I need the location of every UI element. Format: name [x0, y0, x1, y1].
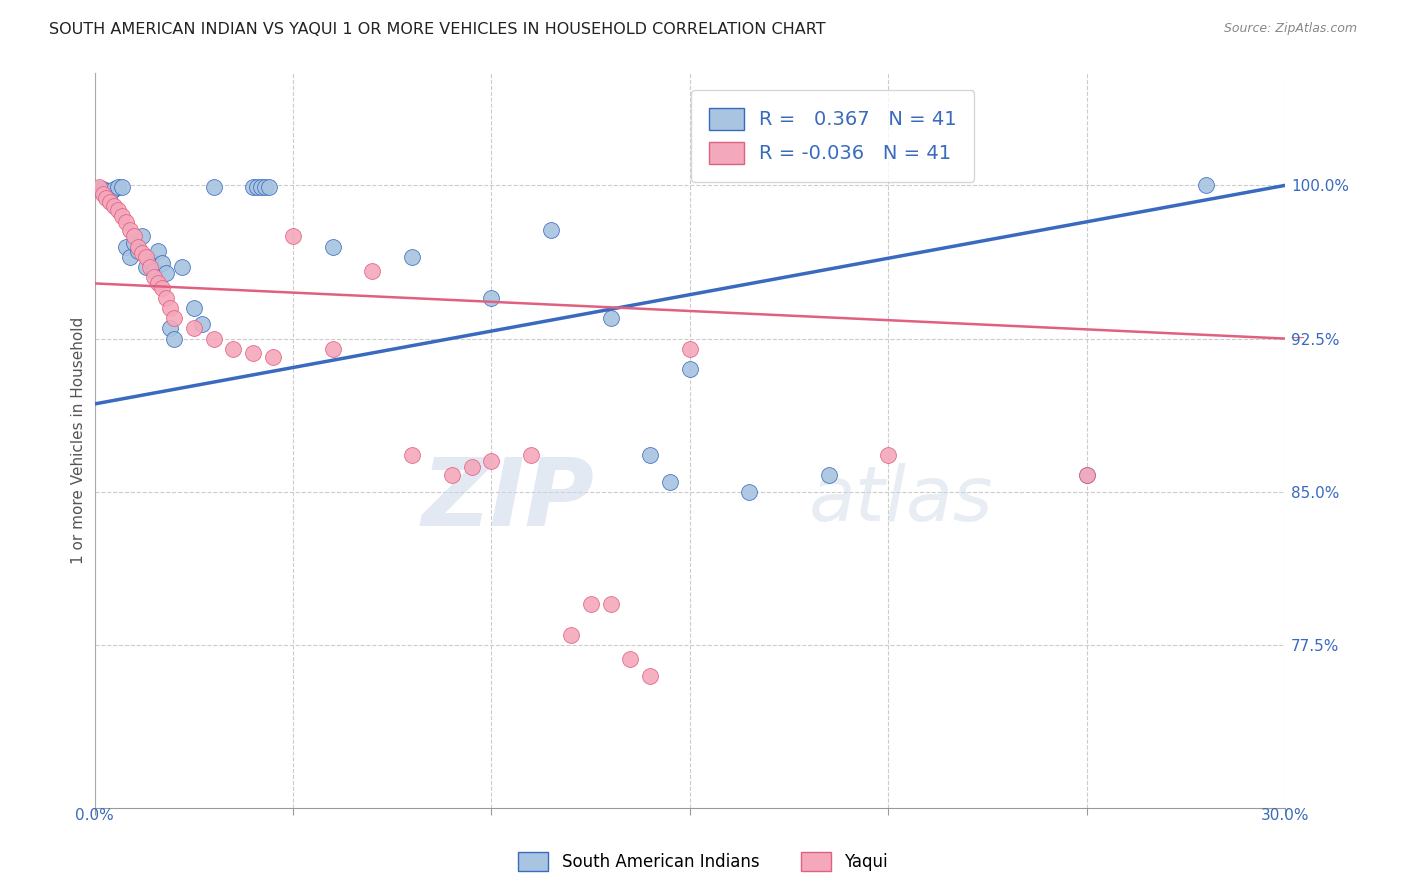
Point: [159, 301, 181, 315]
Point: [460, 460, 482, 475]
Point: [159, 321, 181, 335]
Legend: South American Indians, Yaqui: South American Indians, Yaqui: [510, 843, 896, 880]
Point: [87, 182, 110, 196]
Point: [679, 342, 702, 356]
Point: [540, 223, 562, 237]
Point: [127, 244, 149, 258]
Point: [440, 468, 463, 483]
Point: [143, 264, 166, 278]
Point: [150, 256, 173, 270]
Point: [817, 468, 839, 483]
Point: [599, 311, 621, 326]
Point: [183, 321, 205, 335]
Point: [111, 209, 134, 223]
Text: atlas: atlas: [808, 463, 994, 537]
Point: [579, 597, 602, 611]
Point: [120, 250, 142, 264]
Point: [257, 180, 280, 194]
Point: [254, 180, 277, 194]
Text: —: —: [1291, 332, 1305, 345]
Point: [146, 277, 169, 291]
Point: [107, 202, 129, 217]
Point: [281, 229, 304, 244]
Point: [100, 186, 122, 201]
Text: 0.0%: 0.0%: [75, 808, 114, 823]
Point: [91, 182, 114, 196]
Point: [139, 260, 162, 274]
Point: [91, 186, 114, 201]
Point: [115, 215, 138, 229]
Point: [96, 185, 118, 199]
Point: [401, 250, 423, 264]
Point: [143, 270, 166, 285]
Point: [135, 250, 157, 264]
Point: [87, 180, 110, 194]
Point: [202, 180, 225, 194]
Point: [361, 264, 384, 278]
Point: [163, 311, 186, 326]
Point: [150, 280, 173, 294]
Point: [250, 180, 273, 194]
Point: [322, 342, 344, 356]
Point: [222, 342, 245, 356]
Text: ZIP: ZIP: [422, 453, 595, 546]
Point: [619, 652, 641, 666]
Point: [599, 597, 621, 611]
Point: [146, 244, 169, 258]
Point: [131, 245, 153, 260]
Point: [1076, 468, 1098, 483]
Point: [560, 628, 582, 642]
Point: [242, 346, 264, 360]
Point: [679, 362, 702, 376]
Point: [155, 291, 177, 305]
Point: [155, 266, 177, 280]
Point: [103, 182, 125, 196]
Point: [481, 454, 503, 468]
Text: Source: ZipAtlas.com: Source: ZipAtlas.com: [1223, 22, 1357, 36]
Point: [1195, 178, 1218, 193]
Point: [659, 475, 682, 489]
Point: [638, 668, 661, 682]
Point: [107, 180, 129, 194]
Point: [190, 318, 212, 332]
Point: [122, 229, 145, 244]
Point: [127, 240, 149, 254]
Point: [139, 254, 162, 268]
Point: [170, 260, 193, 274]
Point: [103, 199, 125, 213]
Point: [877, 448, 900, 462]
Point: [262, 350, 284, 364]
Point: [122, 235, 145, 250]
Point: [738, 484, 761, 499]
Point: [1076, 468, 1098, 483]
Text: 30.0%: 30.0%: [1261, 808, 1309, 823]
Point: [322, 240, 344, 254]
Point: [481, 291, 503, 305]
Point: [115, 240, 138, 254]
Point: [202, 332, 225, 346]
Point: [520, 448, 543, 462]
Legend: R =   0.367   N = 41, R = -0.036   N = 41: R = 0.367 N = 41, R = -0.036 N = 41: [692, 90, 974, 182]
Point: [163, 332, 186, 346]
Text: SOUTH AMERICAN INDIAN VS YAQUI 1 OR MORE VEHICLES IN HOUSEHOLD CORRELATION CHART: SOUTH AMERICAN INDIAN VS YAQUI 1 OR MORE…: [49, 22, 825, 37]
Y-axis label: 1 or more Vehicles in Household: 1 or more Vehicles in Household: [72, 317, 86, 565]
Point: [131, 229, 153, 244]
Point: [120, 223, 142, 237]
Point: [246, 180, 269, 194]
Point: [401, 448, 423, 462]
Point: [242, 180, 264, 194]
Point: [638, 448, 661, 462]
Point: [96, 191, 118, 205]
Point: [111, 180, 134, 194]
Point: [135, 260, 157, 274]
Point: [183, 301, 205, 315]
Point: [100, 194, 122, 209]
